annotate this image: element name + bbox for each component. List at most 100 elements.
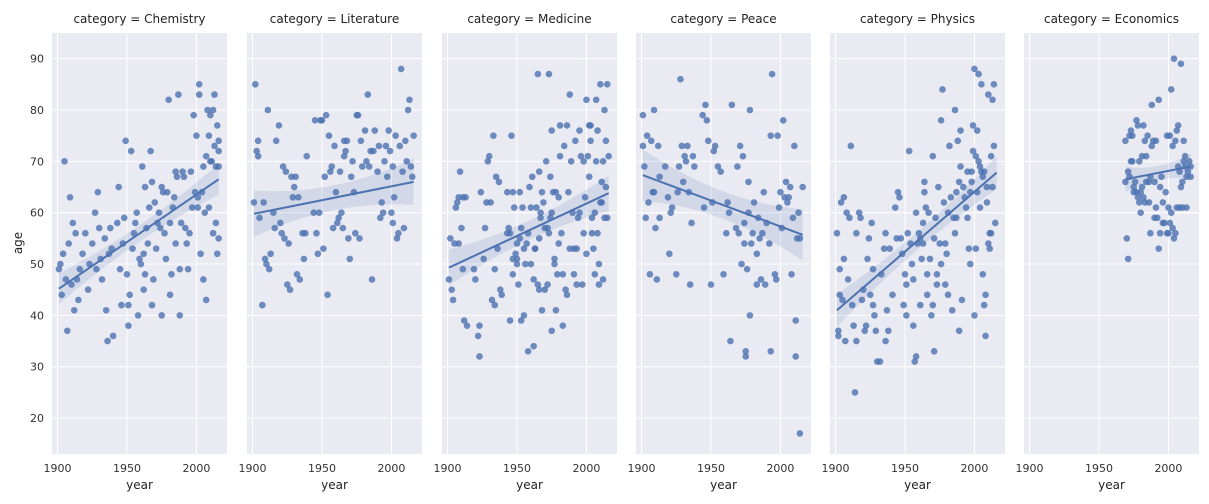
data-point: [558, 229, 565, 237]
data-point: [172, 168, 179, 175]
data-point: [1169, 224, 1176, 232]
data-point: [789, 214, 797, 222]
x-axis-title: year: [1098, 478, 1125, 492]
data-point: [583, 96, 590, 104]
data-point: [459, 265, 467, 273]
data-point: [946, 142, 953, 150]
data-point: [1156, 183, 1164, 191]
data-point: [63, 327, 71, 335]
data-point: [866, 291, 874, 299]
data-point: [774, 132, 781, 139]
data-point: [283, 281, 291, 288]
data-point: [463, 322, 471, 329]
data-point: [134, 312, 142, 319]
data-point: [591, 271, 599, 278]
data-point: [279, 163, 287, 170]
data-point: [989, 96, 996, 104]
data-point: [406, 96, 413, 104]
data-point: [707, 281, 715, 288]
data-point: [447, 235, 454, 242]
data-point: [601, 106, 608, 114]
data-point: [930, 235, 938, 242]
data-point: [786, 183, 794, 191]
data-point: [130, 229, 138, 237]
data-point: [736, 142, 744, 150]
data-point: [364, 91, 372, 98]
data-point: [109, 332, 117, 340]
data-point: [476, 353, 483, 360]
data-point: [587, 137, 594, 145]
data-point: [448, 286, 456, 294]
data-point: [520, 312, 528, 319]
data-point: [1127, 127, 1135, 134]
data-point: [846, 214, 853, 222]
data-point: [699, 111, 706, 119]
data-point: [753, 281, 761, 288]
data-point: [494, 245, 501, 252]
data-point: [948, 306, 956, 314]
data-point: [675, 163, 683, 170]
data-point: [904, 229, 912, 237]
data-point: [515, 281, 522, 288]
data-point: [452, 204, 460, 211]
data-point: [745, 178, 752, 186]
data-point: [679, 178, 687, 186]
data-point: [377, 214, 384, 222]
data-point: [563, 291, 571, 299]
data-point: [964, 214, 971, 222]
data-point: [746, 106, 754, 114]
data-point: [1170, 55, 1178, 62]
regression-line: [253, 180, 414, 215]
data-point: [548, 327, 556, 335]
data-point: [524, 348, 532, 355]
data-point: [498, 291, 506, 299]
x-tick-label: 2000: [766, 462, 794, 475]
data-point: [555, 193, 562, 201]
data-point: [195, 91, 203, 98]
data-point: [275, 122, 283, 129]
data-point: [677, 75, 684, 83]
data-point: [576, 127, 583, 134]
data-point: [282, 168, 290, 175]
data-point: [978, 81, 985, 88]
y-tick-label: 30: [30, 361, 44, 374]
facet-panel: category = Literature 1900 1950 2000 year: [239, 12, 422, 492]
data-point: [212, 219, 220, 227]
data-point: [788, 271, 795, 278]
data-point: [140, 286, 147, 294]
x-tick-label: 2000: [572, 462, 600, 475]
data-point: [741, 219, 748, 227]
data-point: [75, 296, 82, 304]
data-point: [140, 250, 147, 258]
data-point: [727, 337, 734, 345]
data-point: [530, 342, 537, 350]
data-point: [158, 312, 166, 319]
data-point: [940, 199, 948, 206]
data-point: [519, 204, 526, 211]
data-point: [919, 240, 927, 247]
x-tick-label: 1900: [44, 462, 72, 475]
data-point: [935, 183, 942, 191]
data-point: [603, 81, 611, 88]
data-point: [720, 271, 727, 278]
data-point: [747, 240, 755, 247]
y-tick-label: 70: [30, 155, 44, 168]
data-point: [559, 322, 567, 329]
data-point: [932, 214, 939, 222]
data-point: [113, 219, 121, 227]
data-point: [703, 116, 711, 124]
data-point: [517, 224, 525, 232]
data-point: [528, 173, 536, 181]
data-point: [957, 127, 964, 134]
data-point: [175, 91, 182, 98]
data-point: [311, 116, 319, 124]
data-point: [951, 229, 959, 237]
data-point: [897, 235, 905, 242]
data-point: [82, 229, 89, 237]
data-point: [799, 183, 806, 191]
data-point: [254, 152, 262, 160]
data-point: [1167, 209, 1175, 216]
data-point: [462, 193, 469, 201]
data-point: [530, 276, 537, 283]
data-point: [958, 296, 966, 304]
